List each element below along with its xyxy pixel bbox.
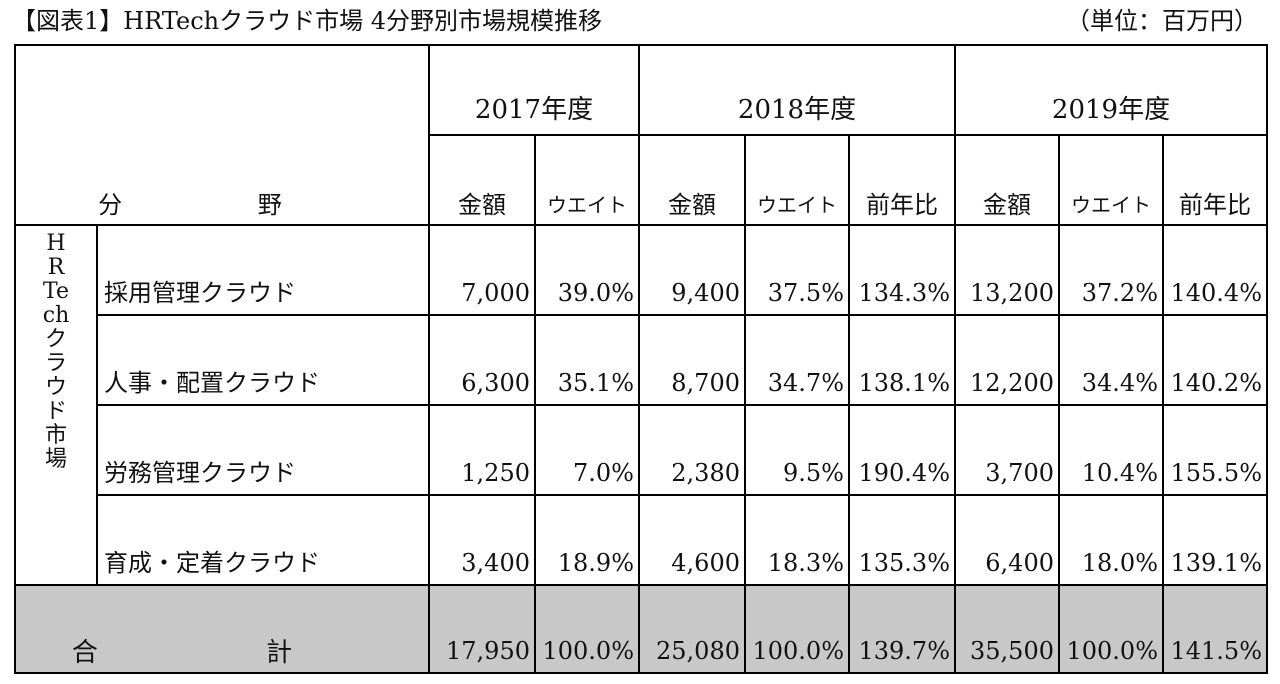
table-cell: 3,400 [428,494,536,586]
col-header-amount-2018: 金額 [638,134,746,226]
table-cell: 134.3% [848,224,956,316]
field-header: 分 野 [14,44,430,226]
table-cell: 9.5% [744,404,850,496]
table-cell: 6,400 [954,494,1060,586]
total-cell: 100.0% [1058,584,1164,674]
table-cell: 39.0% [534,224,640,316]
table-cell: 12,200 [954,314,1060,406]
table-cell: 190.4% [848,404,956,496]
table-cell: 9,400 [638,224,746,316]
year-header-2019: 2019年度 [954,44,1268,136]
col-header-yoy-2019: 前年比 [1162,134,1268,226]
col-header-weight-2019: ウエイト [1058,134,1164,226]
row-label: 人事・配置クラウド [96,314,430,406]
table-cell: 7.0% [534,404,640,496]
table-cell: 10.4% [1058,404,1164,496]
table-cell: 18.3% [744,494,850,586]
total-label: 合 計 [14,584,430,674]
total-cell: 139.7% [848,584,956,674]
year-header-2018: 2018年度 [638,44,956,136]
table-cell: 18.0% [1058,494,1164,586]
col-header-weight-2018: ウエイト [744,134,850,226]
table-row: HRTechクラウド市場 採用管理クラウド 7,000 39.0% 9,400 … [14,224,1268,586]
table-cell: 3,700 [954,404,1060,496]
table-cell: 139.1% [1162,494,1268,586]
table-cell: 7,000 [428,224,536,316]
table-cell: 37.2% [1058,224,1164,316]
table-cell: 34.4% [1058,314,1164,406]
row-label: 労務管理クラウド [96,404,430,496]
total-row: 合 計 17,950 100.0% 25,080 100.0% 139.7% 3… [14,584,1268,674]
row-label: 育成・定着クラウド [96,494,430,586]
table-cell: 35.1% [534,314,640,406]
group-label: HRTechクラウド市場 [14,224,98,586]
table-cell: 140.4% [1162,224,1268,316]
table-cell: 4,600 [638,494,746,586]
table-cell: 155.5% [1162,404,1268,496]
market-size-table: 分 野 2017年度 2018年度 2019年度 金額 ウエイト 金額 ウエイト… [14,44,1268,674]
col-header-amount-2019: 金額 [954,134,1060,226]
total-cell: 17,950 [428,584,536,674]
table-cell: 34.7% [744,314,850,406]
col-header-yoy-2018: 前年比 [848,134,956,226]
total-cell: 100.0% [534,584,640,674]
chart-title: 【図表1】HRTechクラウド市場 4分野別市場規模推移 [12,7,602,35]
unit-label: （単位：百万円） [1066,7,1258,35]
table-row: 人事・配置クラウド 6,300 35.1% 8,700 34.7% 138.1%… [15,314,1268,406]
year-header-2017: 2017年度 [428,44,640,136]
table-cell: 1,250 [428,404,536,496]
table-cell: 13,200 [954,224,1060,316]
table-row: 育成・定着クラウド 3,400 18.9% 4,600 18.3% 135.3%… [15,494,1268,586]
total-cell: 25,080 [638,584,746,674]
col-header-weight-2017: ウエイト [534,134,640,226]
table-cell: 8,700 [638,314,746,406]
total-cell: 141.5% [1162,584,1268,674]
total-cell: 100.0% [744,584,850,674]
table-cell: 140.2% [1162,314,1268,406]
table-row: 労務管理クラウド 1,250 7.0% 2,380 9.5% 190.4% 3,… [15,404,1268,496]
table-cell: 18.9% [534,494,640,586]
table-cell: 37.5% [744,224,850,316]
col-header-amount-2017: 金額 [428,134,536,226]
total-cell: 35,500 [954,584,1060,674]
table-cell: 6,300 [428,314,536,406]
row-label: 採用管理クラウド [96,224,430,316]
table-cell: 2,380 [638,404,746,496]
table-cell: 138.1% [848,314,956,406]
table-cell: 135.3% [848,494,956,586]
